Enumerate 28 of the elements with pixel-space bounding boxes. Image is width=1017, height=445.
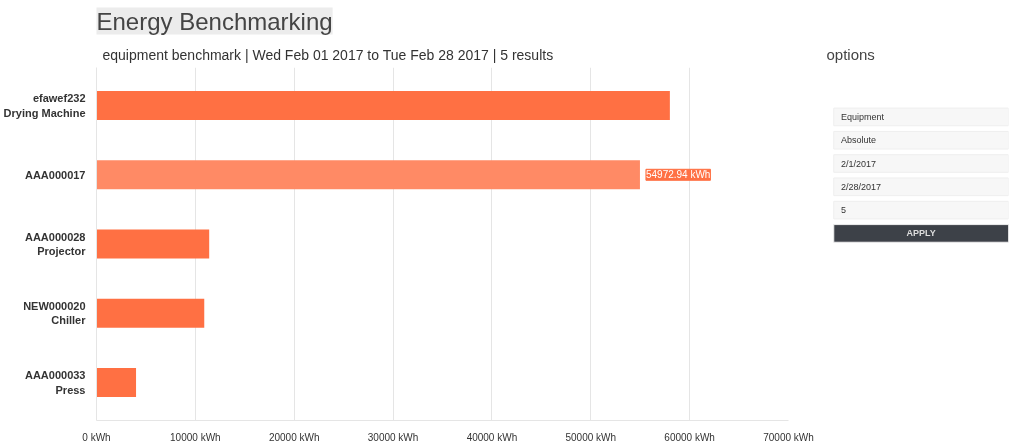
x-tick-label: 40000 kWh <box>466 431 518 443</box>
y-tick-label: AAA000033 Press <box>24 369 86 396</box>
y-tick-label: AAA000028 Projector <box>24 230 87 258</box>
bar <box>96 160 640 190</box>
text: 2/28/2017 <box>841 181 882 192</box>
bar <box>96 298 205 328</box>
x-tick-label: 10000 kWh <box>170 431 221 443</box>
chart-title: Energy Benchmarking <box>96 7 333 35</box>
text: APPLY <box>906 228 936 239</box>
bar <box>96 91 670 121</box>
x-tick-label: 0 kWh <box>82 431 111 443</box>
bar <box>96 229 210 259</box>
chart-subtitle: equipment benchmark | Wed Feb 01 2017 to Tue Feb 28 2017 | 5 results <box>102 46 554 63</box>
y-tick-label: AAA000017 <box>24 168 86 181</box>
x-tick-label: 20000 kWh <box>268 431 320 443</box>
text: 2/1/2017 <box>841 158 877 169</box>
bar <box>96 367 137 397</box>
text: Absolute <box>841 135 877 146</box>
x-tick-label: 70000 kWh <box>763 431 814 443</box>
y-tick-label: NEW000020 Chiller <box>23 300 87 327</box>
x-tick-label: 50000 kWh <box>565 431 617 443</box>
text: 5 <box>841 205 847 216</box>
x-tick-label: 30000 kWh <box>367 431 419 443</box>
y-tick-label: efawef232 Drying Machine <box>3 92 86 119</box>
text: Equipment <box>841 111 885 122</box>
text: options <box>826 45 875 63</box>
data-label: 54972.94 kWh <box>645 169 711 181</box>
x-tick-label: 60000 kWh <box>664 431 715 443</box>
